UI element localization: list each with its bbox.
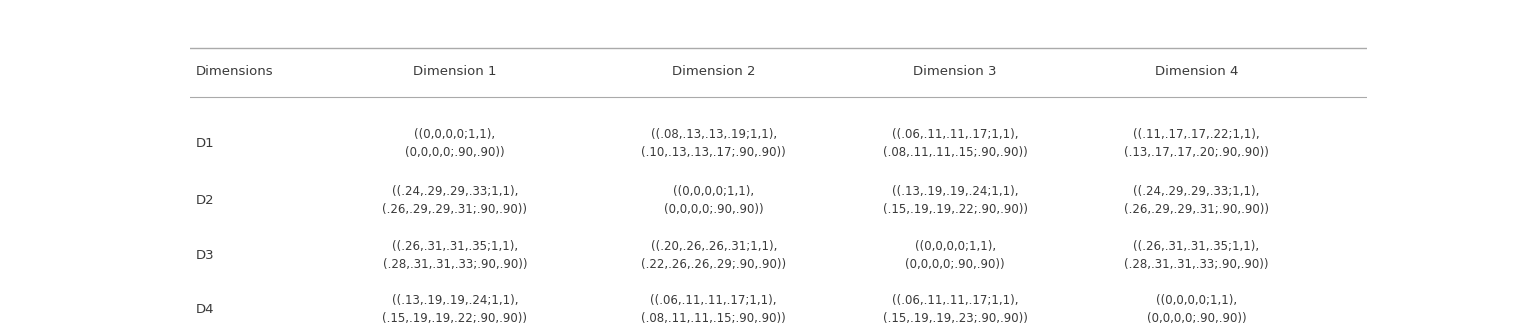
Text: ((0,0,0,0;1,1),
(0,0,0,0;.90,.90)): ((0,0,0,0;1,1), (0,0,0,0;.90,.90)) (905, 240, 1006, 270)
Text: D2: D2 (196, 194, 214, 207)
Text: Dimensions: Dimensions (196, 65, 273, 78)
Text: ((.24,.29,.29,.33;1,1),
(.26,.29,.29,.31;.90,.90)): ((.24,.29,.29,.33;1,1), (.26,.29,.29,.31… (383, 185, 527, 216)
Text: ((0,0,0,0;1,1),
(0,0,0,0;.90,.90)): ((0,0,0,0;1,1), (0,0,0,0;.90,.90)) (1147, 294, 1246, 325)
Text: ((.26,.31,.31,.35;1,1),
(.28,.31,.31,.33;.90,.90)): ((.26,.31,.31,.35;1,1), (.28,.31,.31,.33… (383, 240, 527, 270)
Text: ((.13,.19,.19,.24;1,1),
(.15,.19,.19,.22;.90,.90)): ((.13,.19,.19,.24;1,1), (.15,.19,.19,.22… (883, 185, 1027, 216)
Text: D3: D3 (196, 249, 214, 261)
Text: Dimension 1: Dimension 1 (413, 65, 497, 78)
Text: ((.08,.13,.13,.19;1,1),
(.10,.13,.13,.17;.90,.90)): ((.08,.13,.13,.19;1,1), (.10,.13,.13,.17… (641, 128, 787, 159)
Text: ((.24,.29,.29,.33;1,1),
(.26,.29,.29,.31;.90,.90)): ((.24,.29,.29,.33;1,1), (.26,.29,.29,.31… (1124, 185, 1268, 216)
Text: ((.13,.19,.19,.24;1,1),
(.15,.19,.19,.22;.90,.90)): ((.13,.19,.19,.24;1,1), (.15,.19,.19,.22… (383, 294, 527, 325)
Text: ((0,0,0,0;1,1),
(0,0,0,0;.90,.90)): ((0,0,0,0;1,1), (0,0,0,0;.90,.90)) (664, 185, 764, 216)
Text: ((.26,.31,.31,.35;1,1),
(.28,.31,.31,.33;.90,.90)): ((.26,.31,.31,.35;1,1), (.28,.31,.31,.33… (1124, 240, 1268, 270)
Text: ((.11,.17,.17,.22;1,1),
(.13,.17,.17,.20;.90,.90)): ((.11,.17,.17,.22;1,1), (.13,.17,.17,.20… (1124, 128, 1268, 159)
Text: Dimension 3: Dimension 3 (913, 65, 996, 78)
Text: Dimension 2: Dimension 2 (671, 65, 755, 78)
Text: ((.06,.11,.11,.17;1,1),
(.08,.11,.11,.15;.90,.90)): ((.06,.11,.11,.17;1,1), (.08,.11,.11,.15… (641, 294, 787, 325)
Text: ((.20,.26,.26,.31;1,1),
(.22,.26,.26,.29;.90,.90)): ((.20,.26,.26,.31;1,1), (.22,.26,.26,.29… (641, 240, 787, 270)
Text: D4: D4 (196, 303, 214, 316)
Text: D1: D1 (196, 137, 214, 150)
Text: ((0,0,0,0;1,1),
(0,0,0,0;.90,.90)): ((0,0,0,0;1,1), (0,0,0,0;.90,.90)) (406, 128, 504, 159)
Text: ((.06,.11,.11,.17;1,1),
(.08,.11,.11,.15;.90,.90)): ((.06,.11,.11,.17;1,1), (.08,.11,.11,.15… (883, 128, 1027, 159)
Text: Dimension 4: Dimension 4 (1154, 65, 1238, 78)
Text: ((.06,.11,.11,.17;1,1),
(.15,.19,.19,.23;.90,.90)): ((.06,.11,.11,.17;1,1), (.15,.19,.19,.23… (883, 294, 1027, 325)
